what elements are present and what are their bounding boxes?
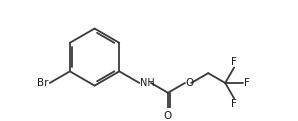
Text: F: F — [231, 99, 237, 109]
Text: F: F — [244, 78, 250, 88]
Text: F: F — [231, 57, 237, 67]
Text: NH: NH — [140, 78, 155, 88]
Text: O: O — [164, 111, 172, 121]
Text: O: O — [186, 78, 194, 88]
Text: Br: Br — [38, 78, 49, 88]
